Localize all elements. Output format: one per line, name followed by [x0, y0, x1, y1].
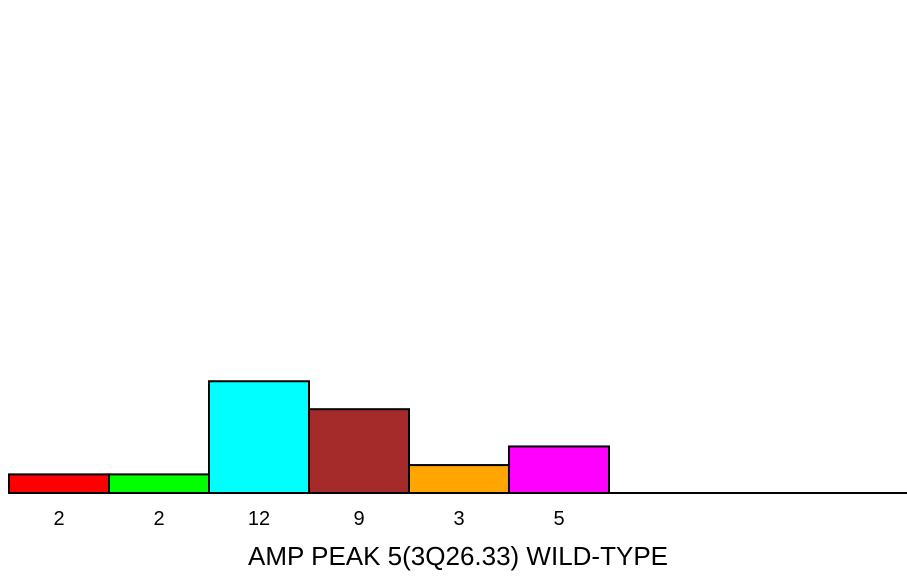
bar-1 [9, 474, 109, 493]
tick-label-1: 2 [53, 508, 64, 530]
tick-label-5: 3 [453, 508, 464, 530]
bar-3 [209, 381, 309, 493]
bar-6 [509, 446, 609, 493]
bar-4 [309, 409, 409, 493]
tick-label-3: 12 [248, 508, 270, 530]
tick-label-6: 5 [553, 508, 564, 530]
tick-label-2: 2 [153, 508, 164, 530]
bar-5 [409, 465, 509, 493]
bar-2 [109, 474, 209, 493]
bars-group [9, 381, 609, 493]
tick-labels-group: 2 2 12 9 3 5 [53, 508, 564, 530]
tick-label-4: 9 [353, 508, 364, 530]
chart-title: AMP PEAK 5(3Q26.33) WILD-TYPE [248, 541, 668, 571]
